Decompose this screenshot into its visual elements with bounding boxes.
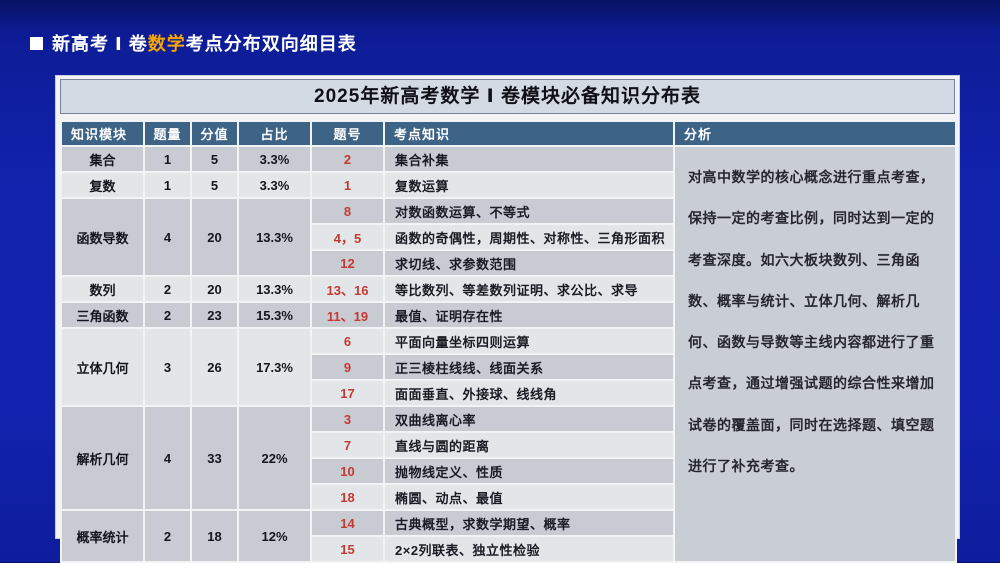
count-cell: 1 [143,145,192,173]
module-cell: 立体几何 [60,327,145,407]
table-row: 集合 1 5 3.3% 2 集合补集 对高中数学的核心概念进行重点考查，保持一定的考查比例，… [60,145,957,563]
column-header: 题号 [310,120,385,147]
score-cell: 33 [190,405,239,511]
module-cell: 解析几何 [60,405,145,511]
bullet-square-icon [30,37,43,50]
percent-cell: 12% [237,509,312,563]
table-row: 概率统计 2 18 12% 14 古典概型，求数学期望、概率 [60,509,956,563]
module-cell: 函数导数 [60,197,145,277]
count-cell: 2 [143,509,192,563]
page-title-highlight: 数学 [147,34,186,54]
table-row: 17 面面垂直、外接球、线线角 [61,379,956,407]
count-cell: 1 [143,171,192,199]
question-number-cell: 3 [310,405,385,433]
score-cell: 20 [190,275,239,303]
table-row: 4，5 函数的奇偶性，周期性、对称性、三角形面积 [61,223,956,251]
question-number-cell: 9 [310,353,385,381]
topic-cell: 等比数列、等差数列证明、求公比、求导 [383,275,675,303]
topic-cell: 正三棱柱线线、线面关系 [383,353,675,381]
topic-cell: 面面垂直、外接球、线线角 [383,379,675,407]
question-number-cell: 14 [310,509,385,537]
question-number-cell: 15 [310,535,385,563]
count-cell: 3 [143,327,192,407]
question-number-cell: 11、19 [310,301,385,329]
table-row: 数列 2 20 13.3% 13、16 等比数列、等差数列证明、求公比、求导 [60,275,956,303]
question-number-cell: 17 [310,379,385,407]
question-number-cell: 13、16 [310,275,385,303]
page-title-text: 新高考 Ⅰ 卷数学考点分布双向细目表 [52,30,357,56]
topic-cell: 双曲线离心率 [383,405,675,433]
table-row: 9 正三棱柱线线、线面关系 [61,353,956,381]
module-cell: 复数 [60,171,145,199]
column-header: 占比 [237,120,312,147]
score-cell: 5 [190,145,239,173]
question-number-cell: 8 [310,197,385,225]
percent-cell: 3.3% [237,171,312,199]
topic-cell: 古典概型，求数学期望、概率 [383,509,675,537]
table-panel: 2025年新高考数学 Ⅰ 卷模块必备知识分布表 知识模块 题量 分值 占比 题号 考点知识… [55,75,960,563]
question-number-cell: 18 [310,483,385,511]
table-row: 函数导数 4 20 13.3% 8 对数函数运算、不等式 [60,197,956,277]
table-row: 7 直线与圆的距离 [61,431,956,459]
percent-cell: 13.3% [237,197,312,277]
question-number-cell: 2 [310,145,385,173]
percent-cell: 13.3% [237,275,312,303]
topic-cell: 求切线、求参数范围 [383,249,675,277]
distribution-table: 知识模块 题量 分值 占比 题号 考点知识 分析 集合 1 5 3.3% 2 集合补集 对高中数学的核心… [60,120,957,563]
column-header: 知识模块 [60,120,145,147]
count-cell: 2 [143,301,192,329]
column-header: 考点知识 [383,120,675,147]
percent-cell: 17.3% [237,327,312,407]
percent-cell: 22% [237,405,312,511]
module-cell: 概率统计 [60,509,145,563]
percent-cell: 15.3% [237,301,312,329]
table-title: 2025年新高考数学 Ⅰ 卷模块必备知识分布表 [60,79,955,114]
question-number-cell: 6 [310,327,385,355]
topic-cell: 平面向量坐标四则运算 [383,327,675,355]
score-cell: 18 [190,509,239,563]
question-number-cell: 10 [310,457,385,485]
score-cell: 26 [190,327,239,407]
topic-cell: 最值、证明存在性 [383,301,675,329]
topic-cell: 2×2列联表、独立性检验 [383,535,675,563]
score-cell: 23 [190,301,239,329]
module-cell: 集合 [60,145,145,173]
table-row: 15 2×2列联表、独立性检验 [61,535,956,563]
module-cell: 数列 [60,275,145,303]
topic-cell: 直线与圆的距离 [383,431,675,459]
topic-cell: 抛物线定义、性质 [383,457,675,485]
column-header: 分析 [673,120,957,147]
table-row: 12 求切线、求参数范围 [61,249,956,277]
analysis-cell: 对高中数学的核心概念进行重点考查，保持一定的考查比例，同时达到一定的考查深度。如… [673,145,957,563]
table-row: 10 抛物线定义、性质 [61,457,956,485]
topic-cell: 函数的奇偶性，周期性、对称性、三角形面积 [383,223,675,251]
score-cell: 5 [190,171,239,199]
column-header: 分值 [190,120,239,147]
question-number-cell: 7 [310,431,385,459]
page-title-prefix: 新高考 Ⅰ 卷 [52,34,148,54]
table-row: 立体几何 3 26 17.3% 6 平面向量坐标四则运算 [60,327,956,407]
topic-cell: 集合补集 [383,145,675,173]
topic-cell: 椭圆、动点、最值 [383,483,675,511]
question-number-cell: 4，5 [310,223,385,251]
table-row: 解析几何 4 33 22% 3 双曲线离心率 [60,405,956,511]
count-cell: 4 [143,197,192,277]
column-header: 题量 [143,120,192,147]
table-row: 复数 1 5 3.3% 1 复数运算 [60,171,956,199]
table-row: 三角函数 2 23 15.3% 11、19 最值、证明存在性 [60,301,956,329]
percent-cell: 3.3% [237,145,312,173]
question-number-cell: 1 [310,171,385,199]
count-cell: 2 [143,275,192,303]
page-title-suffix: 考点分布双向细目表 [185,34,357,54]
table-row: 18 椭圆、动点、最值 [61,483,956,511]
count-cell: 4 [143,405,192,511]
table-header-row: 知识模块 题量 分值 占比 题号 考点知识 分析 [60,120,957,147]
module-cell: 三角函数 [60,301,145,329]
score-cell: 20 [190,197,239,277]
topic-cell: 复数运算 [383,171,675,199]
question-number-cell: 12 [310,249,385,277]
topic-cell: 对数函数运算、不等式 [383,197,675,225]
page-title: 新高考 Ⅰ 卷数学考点分布双向细目表 [30,30,357,56]
